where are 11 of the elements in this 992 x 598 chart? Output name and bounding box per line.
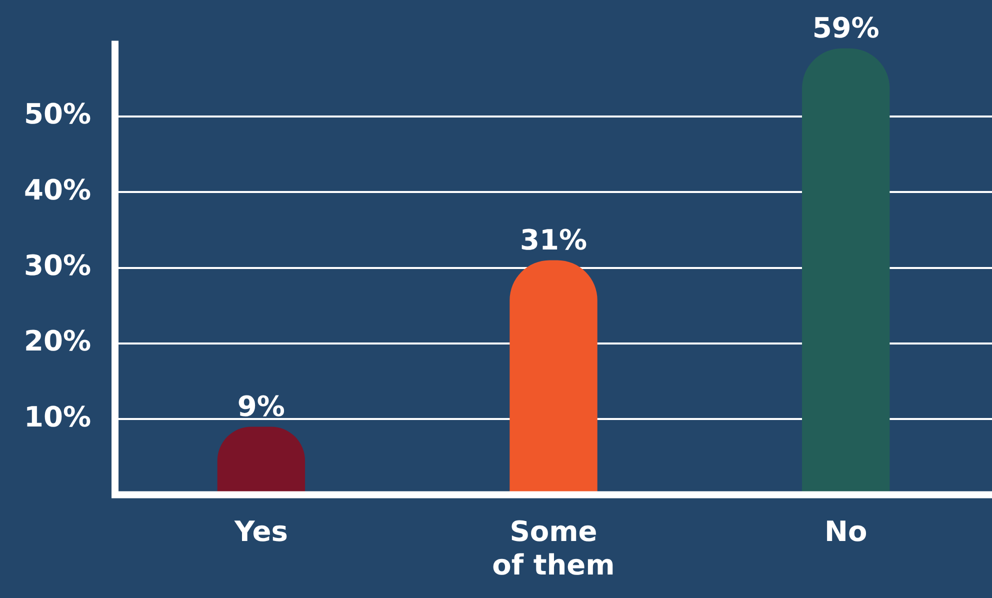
- y-tick-label: 40%: [24, 173, 92, 206]
- y-tick-label: 50%: [24, 98, 92, 131]
- y-tick-label: 20%: [24, 324, 92, 358]
- x-tick-label: Some of them: [492, 514, 615, 582]
- data-label: 9%: [237, 390, 285, 423]
- x-tick-label: No: [824, 514, 868, 548]
- data-label: 59%: [812, 12, 880, 45]
- y-tick-label: 30%: [24, 249, 92, 282]
- x-tick-label: Yes: [233, 514, 288, 548]
- y-tick-label: 10%: [24, 400, 92, 434]
- data-label: 31%: [520, 224, 588, 257]
